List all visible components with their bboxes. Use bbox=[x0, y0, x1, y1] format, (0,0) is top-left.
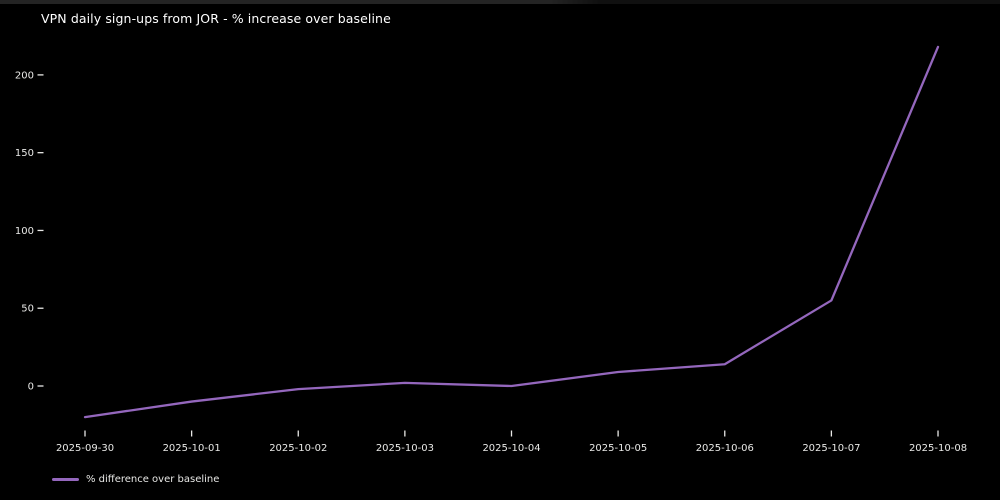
y-axis-tick-label: 150 bbox=[15, 148, 34, 159]
top-edge-strip bbox=[0, 0, 1000, 4]
x-axis-tick-label: 2025-10-03 bbox=[376, 443, 434, 454]
x-axis-tick-label: 2025-09-30 bbox=[56, 443, 114, 454]
legend: % difference over baseline bbox=[52, 472, 219, 486]
y-axis-tick-label: 100 bbox=[15, 226, 34, 237]
x-axis-tick-label: 2025-10-08 bbox=[909, 443, 967, 454]
data-line bbox=[83, 45, 940, 419]
x-axis-tick-label: 2025-10-07 bbox=[802, 443, 860, 454]
chart-title: VPN daily sign-ups from JOR - % increase… bbox=[41, 11, 391, 26]
legend-label: % difference over baseline bbox=[86, 473, 220, 485]
x-axis-tick-label: 2025-10-06 bbox=[696, 443, 754, 454]
x-axis-tick-label: 2025-10-04 bbox=[482, 443, 540, 454]
legend-line-swatch bbox=[52, 477, 79, 481]
y-axis-tick-label: 50 bbox=[21, 304, 34, 315]
x-axis-tick-label: 2025-10-02 bbox=[269, 443, 327, 454]
y-axis-tick-label: 200 bbox=[15, 70, 34, 81]
y-axis-tick-label: 0 bbox=[28, 382, 34, 393]
x-axis-tick-label: 2025-10-01 bbox=[163, 443, 221, 454]
x-axis-tick-label: 2025-10-05 bbox=[589, 443, 647, 454]
